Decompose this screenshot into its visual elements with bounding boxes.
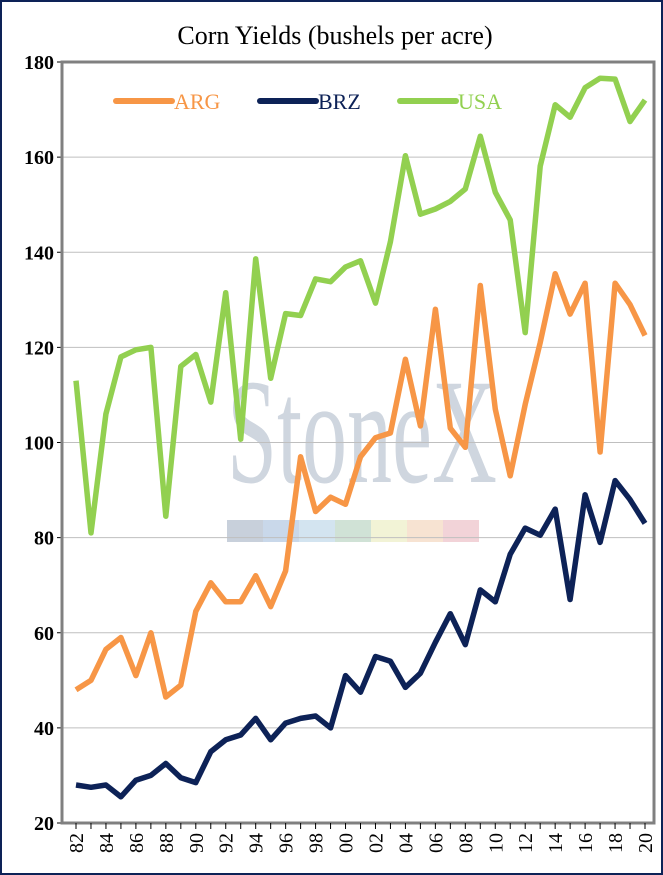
x-tick-label: 86	[126, 833, 148, 853]
watermark-swatch	[335, 520, 371, 542]
x-tick-label: 00	[336, 833, 358, 853]
x-tick-label: 02	[365, 833, 387, 853]
y-tick-label: 40	[34, 718, 54, 740]
y-tick-label: 180	[24, 52, 54, 74]
watermark-swatch	[443, 520, 479, 542]
x-tick-label: 90	[186, 833, 208, 853]
legend-label-brz: BRZ	[318, 89, 361, 114]
x-tick-label: 04	[395, 833, 417, 853]
y-tick-label: 160	[24, 147, 54, 169]
x-tick-label: 08	[455, 833, 477, 853]
x-tick-label: 14	[545, 833, 567, 853]
x-tick-label: 20	[635, 833, 657, 853]
chart-title: Corn Yields (bushels per acre)	[177, 21, 492, 50]
legend-label-usa: USA	[458, 89, 502, 114]
x-tick-label: 92	[216, 833, 238, 853]
x-tick-label: 84	[96, 833, 118, 853]
x-tick-label: 18	[605, 833, 627, 853]
x-tick-label: 06	[425, 833, 447, 853]
y-tick-label: 100	[24, 433, 54, 455]
stonex-watermark: StoneX	[227, 349, 497, 542]
plot-area-border	[60, 60, 656, 825]
x-tick-label: 10	[485, 833, 507, 853]
watermark-swatch	[407, 520, 443, 542]
watermark-swatch	[299, 520, 335, 542]
x-tick-label: 96	[276, 833, 298, 853]
y-tick-label: 20	[34, 813, 54, 835]
x-tick-label: 98	[306, 833, 328, 853]
y-tick-label: 120	[24, 337, 54, 359]
y-tick-label: 140	[24, 242, 54, 264]
x-tick-label: 88	[156, 833, 178, 853]
y-tick-label: 60	[34, 623, 54, 645]
y-tick-label: 80	[34, 528, 54, 550]
legend-label-arg: ARG	[174, 89, 221, 114]
watermark-swatch	[371, 520, 407, 542]
x-tick-label: 12	[515, 833, 537, 853]
x-tick-label: 94	[246, 833, 268, 853]
watermark-swatch	[227, 520, 263, 542]
x-tick-label: 82	[66, 833, 88, 853]
x-tick-label: 16	[575, 833, 597, 853]
